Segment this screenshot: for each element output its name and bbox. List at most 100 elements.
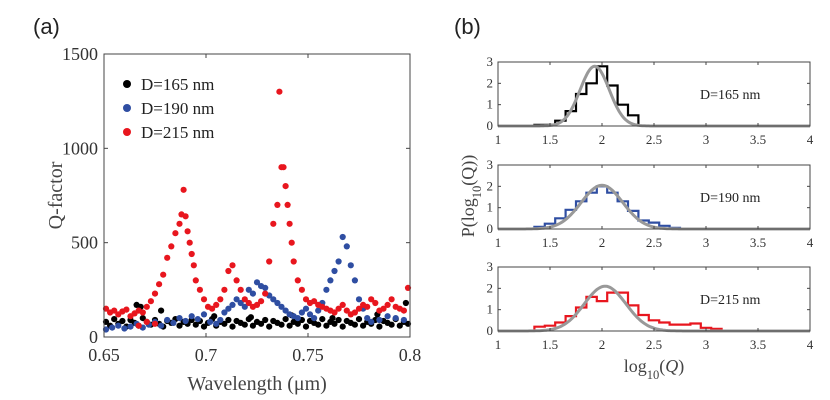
x-tick-label: 4 bbox=[807, 337, 814, 352]
data-point-red bbox=[311, 298, 318, 305]
x-tick-label: 4 bbox=[807, 132, 814, 147]
data-point-blue bbox=[343, 243, 350, 250]
data-point-black bbox=[335, 316, 342, 324]
data-point-blue bbox=[364, 315, 371, 322]
data-point-blue bbox=[176, 315, 183, 322]
x-tick-label: 4 bbox=[807, 235, 814, 250]
x-tick-label: 2.5 bbox=[646, 235, 662, 250]
data-point-blue bbox=[200, 311, 208, 318]
data-point-red bbox=[139, 309, 146, 316]
y-tick-label: 3 bbox=[487, 54, 494, 69]
data-point-red bbox=[184, 228, 191, 235]
data-point-black bbox=[402, 299, 409, 307]
data-point-black bbox=[278, 321, 285, 328]
axes-frame-black bbox=[497, 61, 811, 127]
data-point-red bbox=[380, 305, 387, 312]
data-point-red bbox=[302, 296, 310, 303]
data-point-red bbox=[372, 299, 379, 307]
data-point-blue bbox=[339, 233, 346, 241]
data-point-blue bbox=[400, 316, 407, 324]
data-point-blue bbox=[376, 316, 383, 324]
data-point-blue bbox=[327, 277, 334, 284]
data-point-blue bbox=[245, 286, 252, 293]
y-tick-label: 0 bbox=[487, 118, 494, 133]
x-tick-label: 0.7 bbox=[195, 345, 218, 365]
x-tick-label: 3.5 bbox=[750, 132, 766, 147]
data-point-red bbox=[384, 301, 391, 308]
x-tick-label: 2 bbox=[599, 337, 606, 352]
data-point-red bbox=[196, 286, 203, 293]
data-point-red bbox=[188, 250, 195, 258]
data-point-red bbox=[168, 243, 175, 250]
data-point-blue bbox=[170, 319, 177, 326]
data-point-black bbox=[319, 316, 326, 323]
legend-marker-red bbox=[123, 128, 131, 136]
data-point-black bbox=[351, 321, 358, 328]
data-point-red bbox=[351, 309, 358, 316]
y-tick-label: 1 bbox=[487, 302, 494, 317]
data-point-red bbox=[270, 220, 277, 227]
histogram-blue bbox=[533, 185, 682, 229]
data-point-blue bbox=[158, 322, 165, 329]
data-point-red bbox=[343, 307, 350, 314]
data-point-black bbox=[331, 320, 338, 327]
data-point-blue bbox=[368, 318, 375, 325]
data-point-red bbox=[186, 239, 193, 246]
data-point-red bbox=[400, 307, 407, 314]
y-tick-label: 1 bbox=[487, 97, 494, 112]
x-tick-label: 2 bbox=[599, 235, 606, 250]
data-point-black bbox=[388, 321, 395, 328]
data-point-blue bbox=[347, 262, 354, 269]
data-point-red bbox=[192, 277, 199, 284]
data-point-blue bbox=[164, 316, 171, 324]
data-point-red bbox=[147, 298, 154, 305]
data-point-red bbox=[182, 213, 189, 220]
x-tick-label: 3 bbox=[703, 235, 710, 250]
data-point-red bbox=[290, 258, 297, 265]
data-point-red bbox=[364, 303, 371, 310]
data-point-black bbox=[262, 316, 269, 324]
data-point-black bbox=[241, 321, 248, 328]
data-point-blue bbox=[253, 279, 261, 286]
x-axis-label-b: log10(Q) bbox=[624, 356, 685, 382]
y-tick-label: 0 bbox=[487, 323, 494, 338]
data-point-black bbox=[119, 317, 126, 325]
panel-label-b: (b) bbox=[454, 14, 481, 39]
data-point-red bbox=[143, 303, 150, 310]
x-tick-label: 1.5 bbox=[542, 235, 558, 250]
data-point-black bbox=[355, 316, 363, 323]
data-point-black bbox=[315, 321, 322, 328]
y-tick-label: 1000 bbox=[62, 138, 98, 158]
axes-frame-a bbox=[103, 53, 411, 338]
data-point-red bbox=[123, 306, 130, 313]
data-point-red bbox=[280, 164, 287, 171]
x-tick-label: 1.5 bbox=[542, 132, 558, 147]
data-point-red bbox=[282, 183, 289, 190]
data-point-blue bbox=[270, 296, 277, 303]
data-point-black bbox=[302, 323, 310, 330]
data-point-red bbox=[339, 301, 346, 308]
data-point-red bbox=[262, 290, 269, 297]
data-point-black bbox=[211, 313, 218, 320]
data-point-red bbox=[172, 230, 179, 237]
data-point-blue bbox=[182, 317, 189, 325]
data-point-blue bbox=[115, 322, 122, 329]
data-point-red bbox=[245, 299, 252, 307]
x-tick-label: 2.5 bbox=[646, 337, 662, 352]
data-point-blue bbox=[298, 309, 305, 316]
data-point-red bbox=[135, 322, 142, 329]
data-point-red bbox=[190, 262, 197, 269]
data-point-red bbox=[111, 307, 118, 314]
y-tick-label: 1 bbox=[487, 200, 494, 215]
data-point-red bbox=[355, 305, 363, 312]
data-point-blue bbox=[302, 305, 310, 312]
y-tick-label: 3 bbox=[487, 259, 494, 274]
x-tick-label: 1.5 bbox=[542, 337, 558, 352]
data-point-red bbox=[209, 305, 216, 312]
data-point-black bbox=[192, 321, 199, 328]
data-point-blue bbox=[351, 277, 358, 284]
y-tick-label: 2 bbox=[487, 280, 494, 295]
data-point-blue bbox=[121, 325, 128, 332]
data-point-black bbox=[376, 323, 383, 330]
data-point-blue bbox=[241, 303, 248, 310]
